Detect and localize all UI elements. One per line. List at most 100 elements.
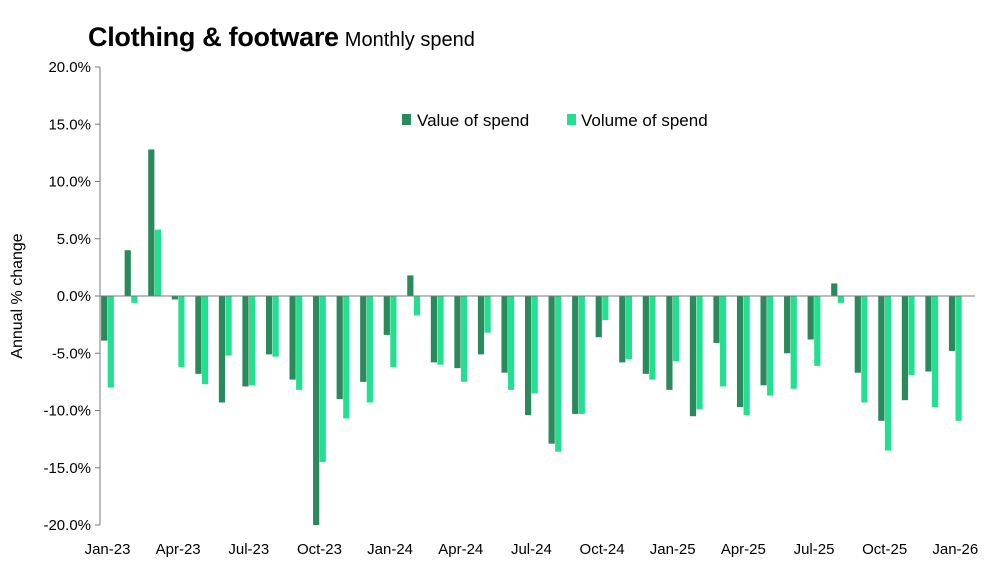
bar-value-of-spend [784, 296, 791, 354]
bar-value-of-spend [454, 296, 461, 369]
x-tick-label: Apr-25 [721, 541, 766, 558]
bar-volume-of-spend [790, 296, 797, 389]
bar-value-of-spend [807, 296, 814, 340]
chart-subtitle: Monthly spend [344, 29, 475, 51]
bar-volume-of-spend [720, 296, 727, 387]
bar-volume-of-spend [390, 296, 397, 367]
bar-value-of-spend [430, 296, 437, 363]
bar-value-of-spend [360, 296, 367, 382]
bar-value-of-spend [854, 296, 861, 373]
bar-value-of-spend [313, 296, 320, 525]
bar-value-of-spend [713, 296, 720, 343]
x-tick-label: Jan-25 [650, 541, 696, 558]
bar-volume-of-spend [413, 296, 421, 316]
bar-volume-of-spend [602, 296, 609, 321]
chart-title: Clothing & footware [88, 22, 339, 52]
bar-volume-of-spend [531, 296, 538, 394]
bar-value-of-spend [572, 296, 579, 414]
bar-volume-of-spend [837, 296, 844, 303]
x-ticks-group: Jan-23 Apr-23 Jul-23 Oct-23 Jan-24 Apr-24 Jul-… [85, 541, 979, 558]
legend-swatch-value [402, 114, 411, 125]
bar-volume-of-spend [955, 296, 962, 421]
y-tick-label: 15.0% [48, 116, 91, 133]
x-tick-label: Apr-24 [438, 541, 483, 558]
bar-volume-of-spend [625, 296, 632, 359]
x-tick-label: Apr-23 [156, 541, 201, 558]
bar-value-of-spend [666, 296, 673, 390]
x-tick-label: Jul-25 [794, 541, 835, 558]
bar-value-of-spend [101, 296, 108, 341]
legend-label-value: Value of spend [417, 111, 529, 130]
bar-value-of-spend [689, 296, 697, 417]
bar-volume-of-spend [201, 296, 209, 385]
bar-volume-of-spend [696, 296, 703, 410]
bar-volume-of-spend [672, 296, 680, 362]
bar-value-of-spend [218, 296, 226, 403]
bar-volume-of-spend [931, 296, 939, 408]
bar-volume-of-spend [437, 296, 444, 365]
y-tick-label: 5.0% [57, 231, 91, 248]
chart-title-row: Clothing & footware Monthly spend [88, 22, 475, 53]
bar-volume-of-spend [131, 296, 138, 303]
bars-group [101, 149, 962, 525]
bar-volume-of-spend [578, 296, 585, 414]
legend-label-volume: Volume of spend [581, 111, 708, 130]
bar-value-of-spend [171, 296, 178, 300]
y-tick-label: 10.0% [48, 174, 91, 191]
bar-value-of-spend [265, 296, 273, 355]
y-tick-label: 20.0% [48, 59, 91, 76]
bar-value-of-spend [548, 296, 555, 444]
bar-volume-of-spend [366, 296, 373, 403]
bar-value-of-spend [477, 296, 485, 355]
bar-value-of-spend [619, 296, 626, 363]
bar-volume-of-spend [743, 296, 750, 416]
bar-value-of-spend [289, 296, 296, 380]
bar-value-of-spend [383, 296, 390, 335]
bar-value-of-spend [642, 296, 649, 374]
bar-volume-of-spend [225, 296, 232, 356]
bar-volume-of-spend [908, 296, 915, 376]
bar-value-of-spend [407, 275, 414, 296]
bar-value-of-spend [525, 296, 532, 416]
bar-volume-of-spend [460, 296, 468, 382]
bar-value-of-spend [760, 296, 767, 386]
bar-volume-of-spend [249, 296, 256, 386]
x-tick-label: Oct-23 [297, 541, 342, 558]
bar-volume-of-spend [884, 296, 892, 451]
bar-value-of-spend [242, 296, 249, 387]
bar-volume-of-spend [814, 296, 821, 366]
bar-value-of-spend [195, 296, 202, 374]
x-tick-label: Jan-23 [85, 541, 131, 558]
x-tick-label: Oct-24 [580, 541, 625, 558]
x-tick-label: Oct-25 [862, 541, 907, 558]
bar-value-of-spend [925, 296, 932, 372]
bar-volume-of-spend [319, 296, 326, 463]
x-tick-label: Jul-24 [511, 541, 552, 558]
bar-value-of-spend [948, 296, 956, 351]
bar-value-of-spend [124, 250, 131, 296]
bar-volume-of-spend [861, 296, 868, 403]
bar-volume-of-spend [508, 296, 515, 390]
bar-value-of-spend [148, 149, 155, 296]
x-tick-label: Jan-24 [367, 541, 413, 558]
y-ticks-group: 20.0% 15.0% 10.0% 5.0% 0.0% -5.0% -10.0% -15.0%… [43, 59, 100, 534]
bar-volume-of-spend [107, 296, 114, 388]
bar-volume-of-spend [272, 296, 279, 357]
bar-value-of-spend [336, 296, 343, 400]
x-tick-label: Jul-23 [228, 541, 269, 558]
bar-volume-of-spend [178, 296, 185, 367]
x-tick-label: Jan-26 [932, 541, 978, 558]
bar-volume-of-spend [767, 296, 774, 396]
legend-swatch-volume [567, 114, 576, 125]
bar-volume-of-spend [154, 229, 161, 296]
bar-value-of-spend [878, 296, 885, 421]
y-tick-label: 0.0% [57, 288, 91, 305]
bar-volume-of-spend [649, 296, 656, 380]
y-tick-label: -5.0% [52, 345, 91, 362]
bar-value-of-spend [831, 283, 838, 296]
bar-volume-of-spend [555, 296, 562, 452]
bar-volume-of-spend [296, 296, 303, 390]
bar-value-of-spend [736, 296, 744, 408]
y-tick-label: -20.0% [43, 517, 91, 534]
